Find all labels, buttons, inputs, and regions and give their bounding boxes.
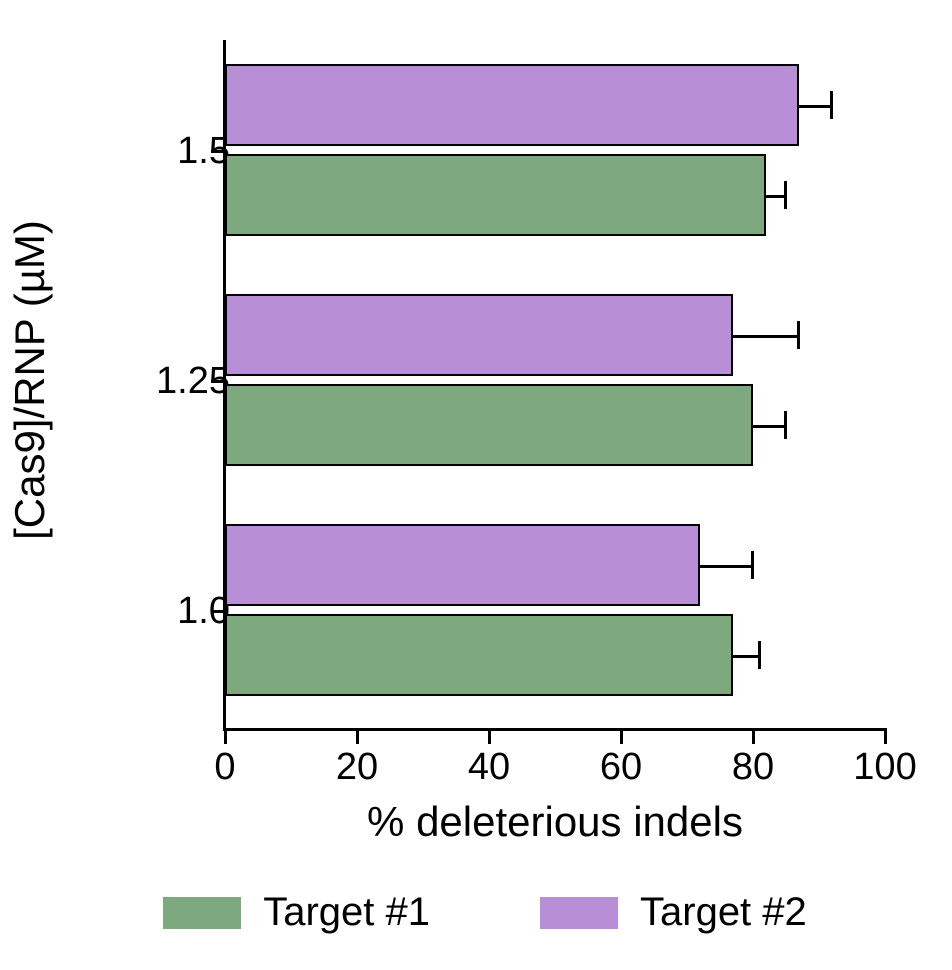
x-axis-label: % deleterious indels <box>367 798 743 846</box>
xtick-label: 100 <box>853 746 916 789</box>
xtick-label: 40 <box>468 746 510 789</box>
legend: Target #1 Target #2 <box>50 890 920 935</box>
x-axis <box>223 728 887 731</box>
xtick-label: 80 <box>732 746 774 789</box>
legend-label: Target #2 <box>640 890 807 935</box>
xtick-label: 60 <box>600 746 642 789</box>
xtick-mark <box>488 730 491 744</box>
bar-target1 <box>225 384 753 466</box>
xtick-label: 20 <box>336 746 378 789</box>
legend-item-target2: Target #2 <box>540 890 807 935</box>
xtick-mark <box>620 730 623 744</box>
xtick-label: 0 <box>214 746 235 789</box>
bar-target2 <box>225 294 733 376</box>
legend-item-target1: Target #1 <box>163 890 430 935</box>
y-axis-label: [Cas9]/RNP (µM) <box>6 220 54 540</box>
y-axis <box>223 40 226 730</box>
plot-area <box>225 40 885 730</box>
xtick-mark <box>224 730 227 744</box>
xtick-mark <box>356 730 359 744</box>
legend-swatch <box>540 897 618 929</box>
legend-label: Target #1 <box>263 890 430 935</box>
xtick-mark <box>752 730 755 744</box>
bar-target2 <box>225 524 700 606</box>
xtick-mark <box>884 730 887 744</box>
bar-target1 <box>225 154 766 236</box>
bar-chart: [Cas9]/RNP (µM) 1.5 1.25 1.0 <box>50 30 920 930</box>
bar-target2 <box>225 64 799 146</box>
legend-swatch <box>163 897 241 929</box>
bar-target1 <box>225 614 733 696</box>
